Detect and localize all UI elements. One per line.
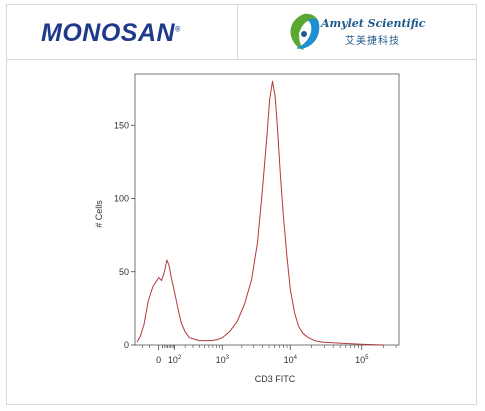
y-tick-label: 50 [119,267,129,277]
y-tick-label: 150 [114,120,129,130]
monosan-logo: MONOSAN® [41,19,181,47]
y-tick-label: 100 [114,194,129,204]
x-tick-label: 0 [156,355,161,365]
y-tick-label: 0 [124,340,129,350]
amylet-name: Amylet Scientific [321,17,426,30]
x-tick-label: 105 [355,355,369,365]
header-divider [237,5,238,59]
amylet-emblem-icon [290,13,320,50]
histogram-area: 0 50 100 150 0 102 103 104 105 # Cells CD3 FITC [7,60,476,404]
flow-histogram: 0 50 100 150 0 102 103 104 105 # Cells CD3 FITC [94,73,400,384]
x-tick-label: 104 [284,355,298,365]
figure-card: MONOSAN® Amylet Scientific 艾美捷科技 0 50 100 1… [6,4,477,405]
histogram-line [136,80,384,346]
logo-header: MONOSAN® Amylet Scientific 艾美捷科技 [7,5,476,60]
amylet-logo: Amylet Scientific 艾美捷科技 [285,12,445,52]
plot-frame [134,73,400,346]
x-tick-label: 102 [168,355,182,365]
y-axis-label: # Cells [94,200,104,228]
x-axis-label: CD3 FITC [255,374,296,384]
amylet-chinese-name: 艾美捷科技 [345,36,400,47]
x-tick-label: 103 [216,355,230,365]
